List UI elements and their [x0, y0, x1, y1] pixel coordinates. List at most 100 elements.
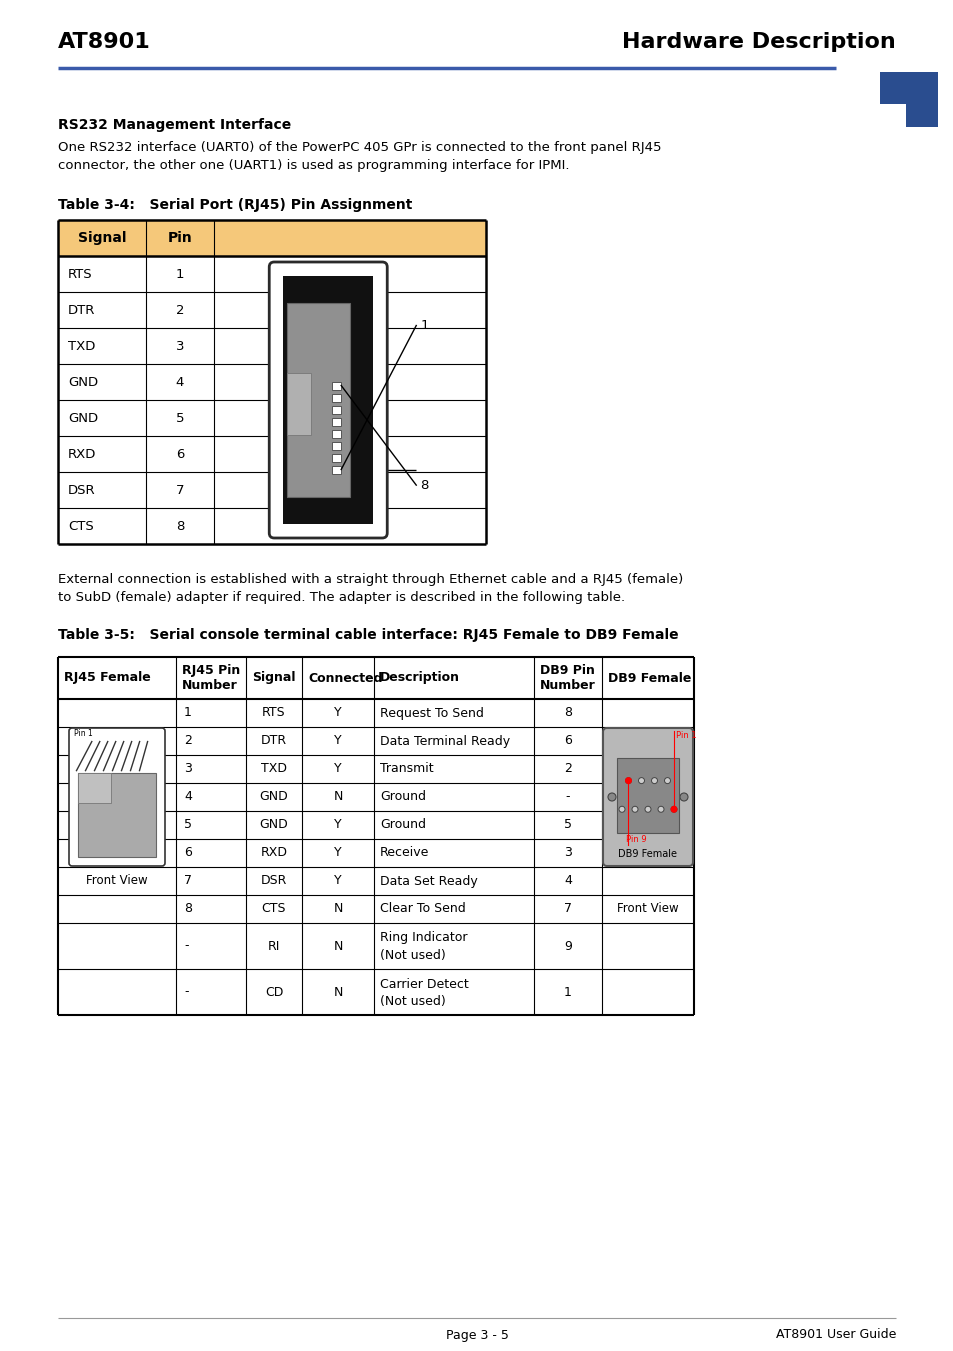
Text: N: N	[333, 902, 342, 916]
Text: Y: Y	[334, 847, 341, 859]
Text: DB9 Female: DB9 Female	[607, 671, 691, 685]
Text: RJ45 Female: RJ45 Female	[64, 671, 151, 685]
Text: 4: 4	[175, 376, 184, 389]
FancyBboxPatch shape	[69, 728, 165, 866]
Text: to SubD (female) adapter if required. The adapter is described in the following : to SubD (female) adapter if required. Th…	[58, 590, 624, 604]
Bar	[332, 466, 341, 473]
Text: N: N	[333, 790, 342, 804]
Text: DTR: DTR	[68, 304, 95, 316]
Bar	[879, 72, 937, 104]
Text: 8: 8	[563, 707, 572, 720]
Text: 6: 6	[175, 447, 184, 461]
Bar	[332, 417, 341, 426]
Text: Table 3-4:   Serial Port (RJ45) Pin Assignment: Table 3-4: Serial Port (RJ45) Pin Assign…	[58, 199, 412, 212]
FancyBboxPatch shape	[269, 262, 387, 538]
Text: DTR: DTR	[261, 735, 287, 747]
Text: Receive: Receive	[379, 847, 429, 859]
Text: AT8901: AT8901	[58, 32, 151, 51]
Bar	[332, 442, 341, 450]
Circle shape	[644, 807, 650, 812]
Text: RJ45 Pin
Number: RJ45 Pin Number	[182, 663, 240, 692]
Text: CTS: CTS	[68, 520, 93, 532]
Text: Connected: Connected	[308, 671, 382, 685]
Text: 1: 1	[184, 707, 192, 720]
Text: GND: GND	[259, 790, 288, 804]
Text: Transmit: Transmit	[379, 762, 434, 775]
Text: Hardware Description: Hardware Description	[621, 32, 895, 51]
Text: Pin 9: Pin 9	[626, 835, 646, 844]
Text: RS232 Management Interface: RS232 Management Interface	[58, 118, 291, 132]
Text: Description: Description	[379, 671, 459, 685]
Text: Signal: Signal	[252, 671, 295, 685]
Text: 3: 3	[184, 762, 192, 775]
Bar	[332, 430, 341, 438]
FancyBboxPatch shape	[602, 728, 692, 866]
Text: -: -	[184, 939, 189, 952]
Text: Pin: Pin	[168, 231, 193, 245]
Text: Ground: Ground	[379, 819, 426, 831]
Text: Data Set Ready: Data Set Ready	[379, 874, 477, 888]
Text: Data Terminal Ready: Data Terminal Ready	[379, 735, 510, 747]
Text: 1: 1	[175, 267, 184, 281]
Bar	[617, 758, 679, 834]
Text: GND: GND	[68, 412, 98, 424]
Circle shape	[618, 807, 624, 812]
Circle shape	[664, 778, 670, 784]
Text: RTS: RTS	[262, 707, 286, 720]
Text: 5: 5	[184, 819, 192, 831]
Text: DB9 Pin
Number: DB9 Pin Number	[539, 663, 595, 692]
Text: N: N	[333, 939, 342, 952]
Text: RXD: RXD	[68, 447, 96, 461]
Text: Front View: Front View	[86, 874, 148, 888]
Text: Y: Y	[334, 762, 341, 775]
Bar	[287, 303, 350, 497]
Circle shape	[607, 793, 616, 801]
Text: DSR: DSR	[68, 484, 95, 497]
Bar	[78, 773, 156, 857]
Text: 3: 3	[175, 339, 184, 353]
Text: Pin 1: Pin 1	[74, 730, 92, 738]
Circle shape	[638, 778, 644, 784]
Bar	[332, 381, 341, 389]
Circle shape	[679, 793, 687, 801]
Text: RI: RI	[268, 939, 280, 952]
Text: -: -	[565, 790, 570, 804]
Text: Front View: Front View	[617, 902, 679, 916]
Text: RXD: RXD	[260, 847, 287, 859]
Text: Carrier Detect: Carrier Detect	[379, 978, 468, 990]
Circle shape	[670, 807, 677, 812]
Text: 2: 2	[563, 762, 572, 775]
Bar	[283, 276, 373, 524]
Text: DSR: DSR	[260, 874, 287, 888]
Text: (Not used): (Not used)	[379, 994, 445, 1008]
Bar	[58, 220, 485, 255]
Text: Signal: Signal	[77, 231, 126, 245]
Bar	[287, 373, 311, 435]
Text: DB9 Female: DB9 Female	[618, 848, 677, 859]
Text: 4: 4	[184, 790, 192, 804]
Circle shape	[631, 807, 638, 812]
Bar	[332, 405, 341, 413]
Bar	[905, 72, 937, 127]
Text: TXD: TXD	[68, 339, 95, 353]
Circle shape	[651, 778, 657, 784]
Circle shape	[670, 807, 677, 812]
Text: 7: 7	[563, 902, 572, 916]
Text: 2: 2	[184, 735, 192, 747]
Text: -: -	[184, 985, 189, 998]
Text: Clear To Send: Clear To Send	[379, 902, 465, 916]
Text: Table 3-5:   Serial console terminal cable interface: RJ45 Female to DB9 Female: Table 3-5: Serial console terminal cable…	[58, 628, 678, 642]
Bar	[78, 773, 111, 802]
Text: 4: 4	[563, 874, 572, 888]
Text: 7: 7	[175, 484, 184, 497]
Text: 1: 1	[563, 985, 572, 998]
Bar	[332, 454, 341, 462]
Circle shape	[625, 778, 631, 784]
Text: External connection is established with a straight through Ethernet cable and a : External connection is established with …	[58, 573, 682, 585]
Text: 1: 1	[420, 319, 428, 332]
Text: CTS: CTS	[261, 902, 286, 916]
Text: N: N	[333, 985, 342, 998]
Text: (Not used): (Not used)	[379, 948, 445, 962]
Text: 8: 8	[175, 520, 184, 532]
Text: 3: 3	[563, 847, 572, 859]
